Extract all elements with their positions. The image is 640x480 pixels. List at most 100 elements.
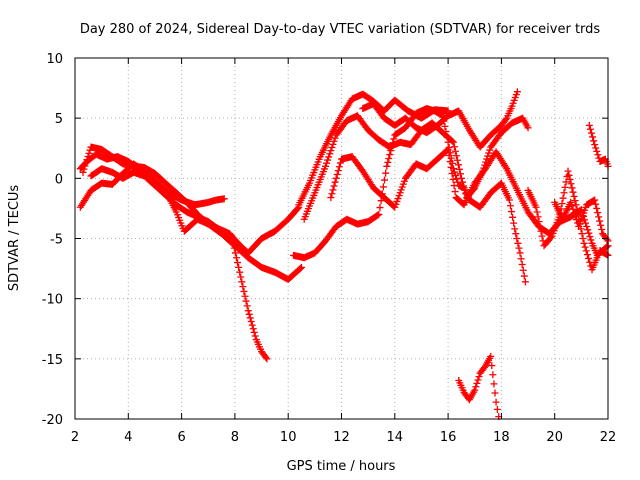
x-tick-label: 2 — [71, 430, 79, 445]
data-point — [603, 235, 611, 243]
data-point — [331, 178, 339, 186]
data-point — [580, 239, 588, 247]
series-track-13 — [585, 121, 612, 170]
data-point — [331, 134, 339, 142]
data-point — [456, 170, 464, 178]
chart-title: Day 280 of 2024, Sidereal Day-to-day VTE… — [80, 22, 601, 37]
data-point — [387, 147, 395, 155]
data-point — [535, 218, 543, 226]
data-point — [390, 135, 398, 143]
data-point — [587, 129, 595, 137]
data-point — [547, 233, 555, 241]
data-point — [487, 352, 495, 360]
data-point — [518, 260, 526, 268]
data-point — [441, 122, 449, 130]
data-point — [513, 88, 521, 96]
data-point — [243, 302, 251, 310]
data-point — [329, 186, 337, 194]
data-point — [241, 292, 249, 300]
x-tick-label: 20 — [546, 430, 563, 445]
data-point — [590, 137, 598, 145]
data-point — [564, 167, 572, 175]
data-point — [231, 249, 239, 257]
data-point — [591, 141, 599, 149]
data-point — [388, 143, 396, 151]
series-track-12 — [551, 196, 612, 245]
series-track-2 — [79, 143, 306, 283]
data-point — [508, 208, 516, 216]
data-point — [567, 198, 575, 206]
data-point — [509, 213, 517, 221]
data-point — [582, 219, 590, 227]
x-tick-label: 16 — [440, 430, 457, 445]
data-point — [565, 171, 573, 179]
data-point — [536, 222, 544, 230]
data-point — [377, 197, 385, 205]
data-point — [80, 165, 88, 173]
axis-ticks: 2 4 6 8 10 12 14 16 18 20 22 10 5 0 -5 -10 -15 -20 — [42, 52, 617, 445]
data-point — [454, 178, 462, 186]
data-point — [455, 165, 463, 173]
data-point — [582, 247, 590, 255]
data-point — [585, 229, 593, 237]
data-point — [597, 221, 605, 229]
data-point — [333, 170, 341, 178]
data-point — [228, 235, 236, 242]
data-point — [383, 162, 391, 170]
data-point — [453, 175, 461, 183]
y-tick-label: -10 — [42, 293, 63, 308]
data-point — [451, 188, 459, 196]
data-point — [595, 213, 603, 221]
data-point — [534, 213, 542, 221]
data-point — [517, 255, 525, 263]
data-point — [559, 194, 567, 202]
x-axis-label: GPS time / hours — [287, 459, 396, 474]
data-point — [502, 116, 510, 124]
data-point — [484, 152, 492, 160]
data-point — [297, 264, 304, 272]
data-point — [521, 278, 529, 286]
data-point — [450, 143, 458, 151]
data-point — [603, 243, 611, 251]
data-point — [514, 239, 522, 247]
data-point — [245, 310, 253, 318]
data-point — [389, 139, 397, 147]
data-point — [594, 151, 602, 159]
x-tick-label: 10 — [280, 430, 297, 445]
data-point — [490, 380, 498, 388]
data-point — [81, 162, 89, 170]
data-point — [449, 176, 457, 184]
x-tick-label: 8 — [231, 430, 239, 445]
data-point — [561, 183, 569, 191]
x-tick-label: 6 — [177, 430, 185, 445]
data-point — [451, 147, 459, 155]
data-point — [519, 266, 527, 274]
data-point — [242, 297, 250, 305]
data-point — [570, 192, 578, 200]
data-point — [584, 226, 592, 234]
data-point — [379, 183, 387, 191]
data-point — [237, 273, 245, 281]
series-track-5 — [295, 90, 452, 209]
y-tick-label: 10 — [46, 52, 63, 67]
data-point — [488, 362, 496, 370]
data-point — [596, 217, 604, 225]
data-point — [336, 159, 344, 167]
data-point — [579, 235, 587, 242]
data-point — [444, 145, 452, 153]
y-tick-label: 5 — [55, 112, 63, 127]
data-point — [452, 152, 460, 160]
data-point — [327, 147, 335, 155]
data-point — [381, 176, 389, 184]
data-point — [571, 197, 579, 205]
data-point — [227, 234, 235, 242]
data-point — [581, 243, 589, 251]
x-tick-label: 12 — [333, 430, 350, 445]
data-point — [489, 371, 497, 379]
data-point — [594, 209, 602, 217]
data-point — [566, 176, 574, 184]
series-track-4 — [87, 165, 271, 363]
data-point — [328, 144, 336, 152]
data-point — [570, 209, 578, 217]
data-point — [235, 263, 243, 271]
